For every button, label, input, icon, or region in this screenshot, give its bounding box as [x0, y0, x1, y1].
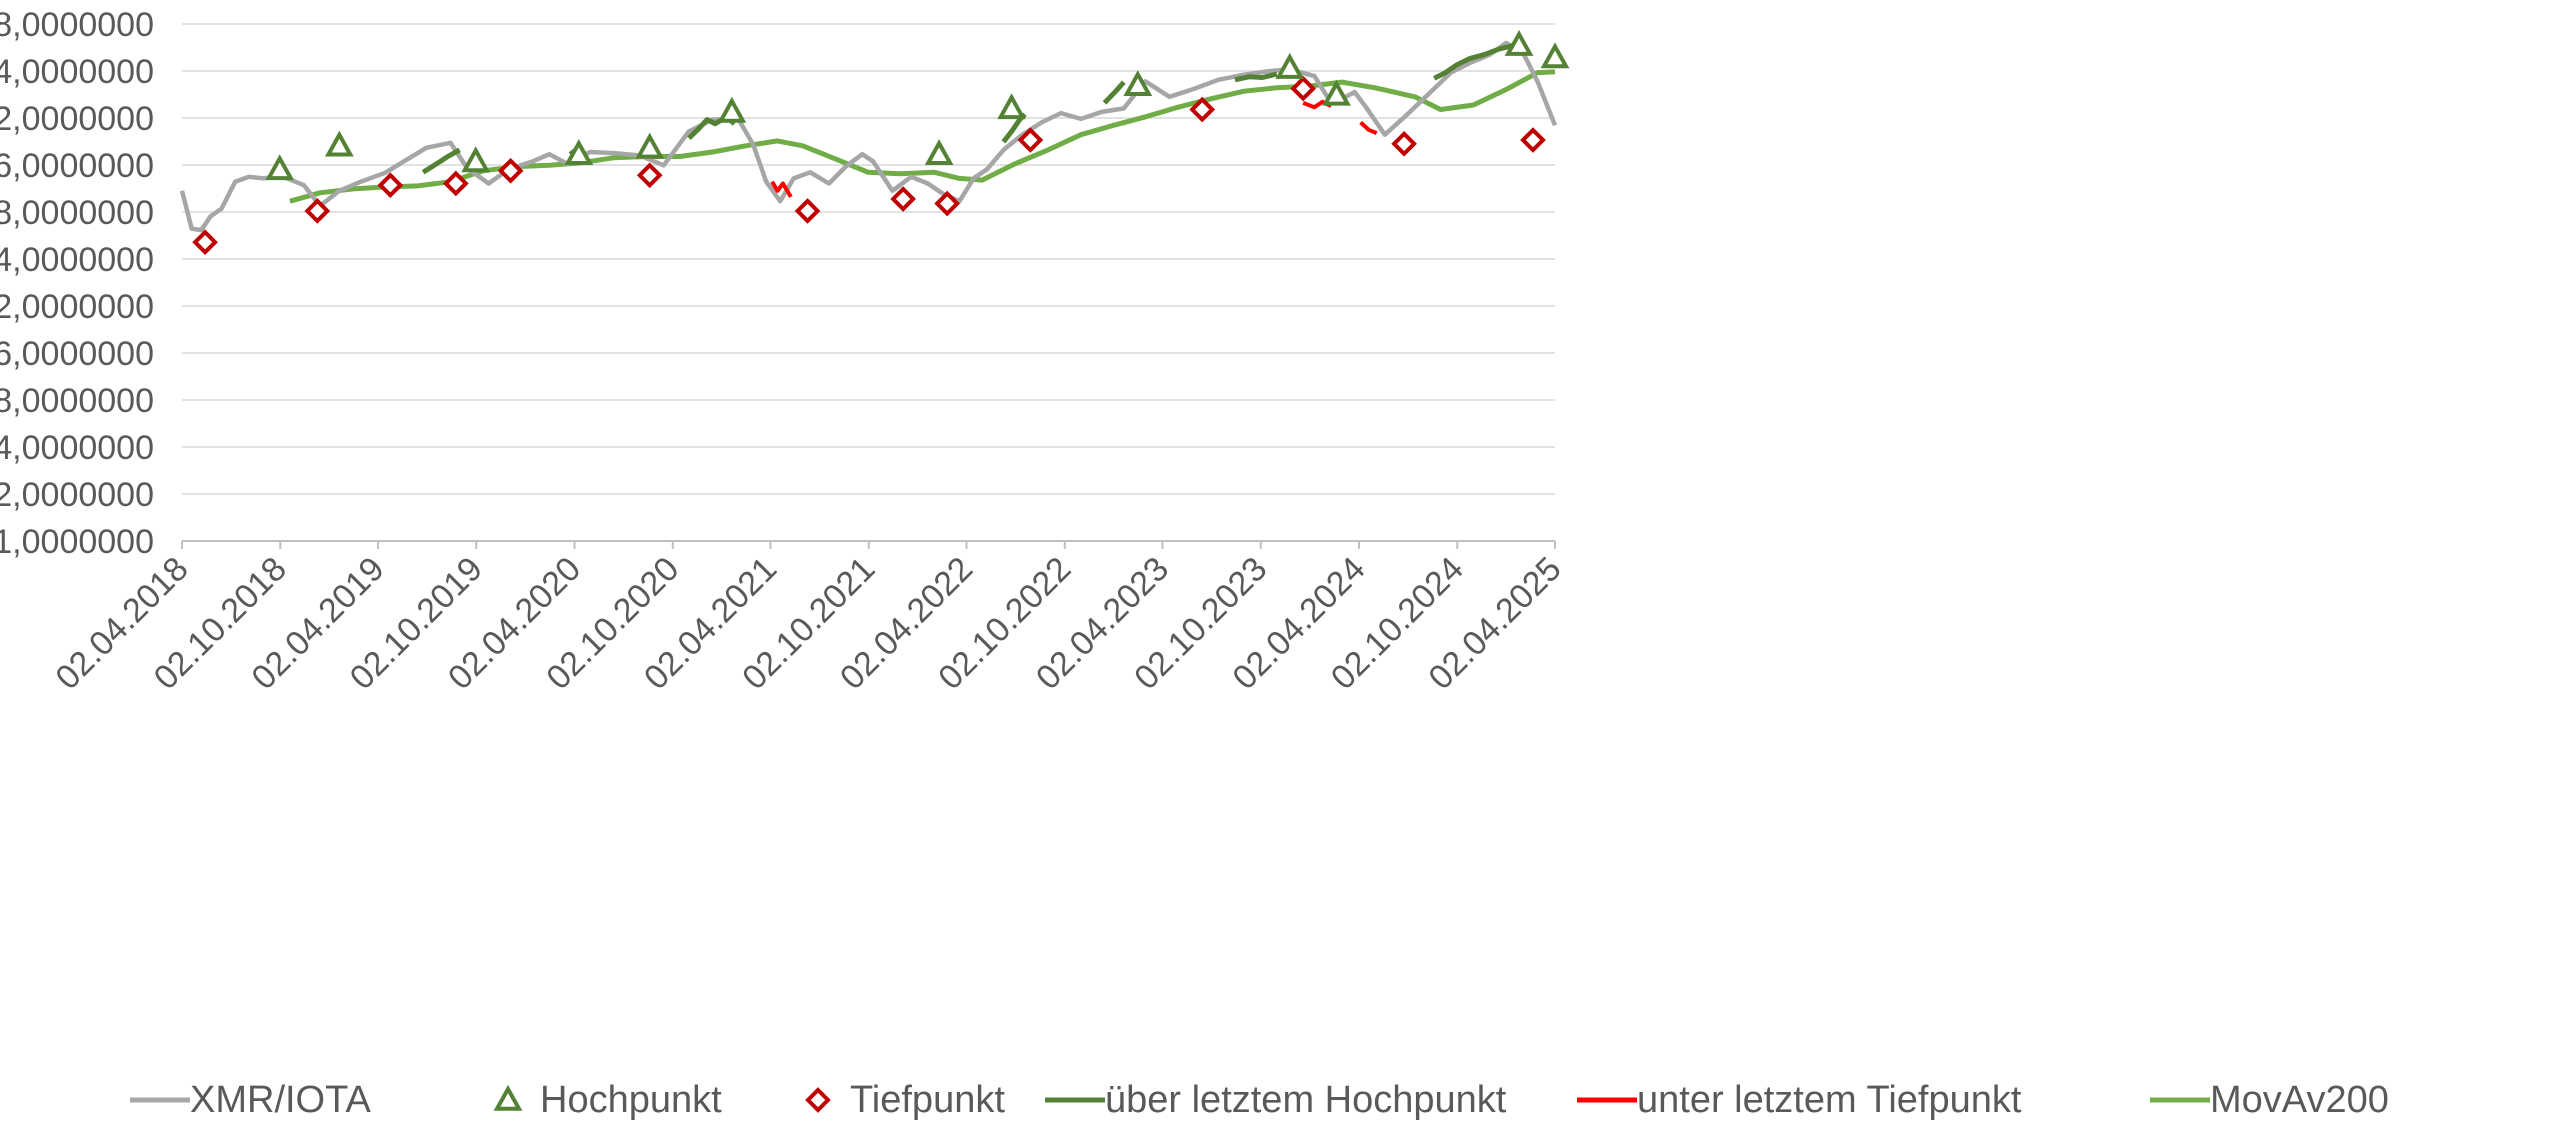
y-tick-label: 1.024,0000000: [0, 53, 154, 91]
hochpunkt-marker: [324, 130, 354, 157]
hochpunkt-marker: [564, 139, 594, 166]
y-tick-label: 2.048,0000000: [0, 6, 154, 44]
tiefpunkt-marker: [497, 157, 524, 184]
legend-movav200-label: MovAv200: [2210, 1079, 2389, 1121]
tiefpunkt-marker: [1391, 130, 1417, 157]
hochpunkt-marker: [461, 146, 491, 173]
legend-tiefpunkt-label: Tiefpunkt: [850, 1079, 1005, 1121]
tiefpunkt-marker: [934, 190, 960, 217]
hochpunkt-marker: [1322, 79, 1351, 106]
hochpunkt-marker: [717, 96, 747, 123]
tiefpunkt-marker: [1017, 127, 1044, 153]
x-axis: [181, 540, 1556, 549]
gridlines: [182, 23, 1555, 542]
y-tick-label: 1,0000000: [0, 523, 154, 561]
legend-hochpunkt-swatch: [493, 1084, 523, 1111]
tiefpunkt-marker: [636, 162, 663, 189]
legend-unter-letztem-tiefpunkt-label: unter letztem Tiefpunkt: [1637, 1079, 2022, 1121]
hochpunkt-markers: [265, 29, 1570, 181]
above-last-high-segment: [1433, 42, 1517, 81]
hochpunkt-marker: [1540, 42, 1570, 69]
above-last-high-segment: [421, 147, 461, 175]
hochpunkt-marker: [1275, 52, 1305, 79]
legend-xmr-iota-label: XMR/IOTA: [190, 1079, 372, 1121]
hochpunkt-marker: [1504, 29, 1534, 56]
hochpunkt-marker: [265, 154, 295, 181]
above-last-high-segment: [1234, 71, 1278, 83]
y-axis-ticks: 1,0000000 2,0000000 4,0000000 8,0000000 16,0…: [0, 6, 154, 561]
legend: XMR/IOTA Hochpunkt Tiefpunkt über letztem H…: [130, 1079, 2389, 1121]
tiefpunkt-marker: [192, 229, 218, 256]
tiefpunkt-marker: [890, 186, 916, 212]
hochpunkt-marker: [635, 132, 665, 159]
y-tick-label: 2,0000000: [0, 476, 154, 514]
legend-hochpunkt-label: Hochpunkt: [540, 1079, 722, 1121]
y-tick-label: 512,0000000: [0, 100, 154, 138]
above-last-high-segment: [1102, 80, 1126, 105]
y-tick-label: 4,0000000: [0, 429, 154, 467]
tiefpunkt-markers: [192, 75, 1546, 256]
below-last-low-segment: [770, 180, 793, 198]
legend-tiefpunkt-swatch: [805, 1087, 831, 1113]
y-tick-label: 16,0000000: [0, 335, 154, 373]
hochpunkt-marker: [1123, 70, 1153, 97]
hochpunkt-marker: [997, 93, 1026, 120]
y-tick-label: 8,0000000: [0, 382, 154, 420]
tiefpunkt-marker: [304, 198, 331, 224]
tiefpunkt-marker: [1520, 127, 1546, 153]
tiefpunkt-marker: [1290, 75, 1316, 102]
tiefpunkt-marker: [1189, 96, 1216, 123]
legend-ueber-letztem-hochpunkt-label: über letztem Hochpunkt: [1105, 1079, 1507, 1121]
x-axis-ticks: 02.04.201802.10.201802.04.201902.10.2019…: [48, 550, 1568, 697]
tiefpunkt-marker: [377, 172, 404, 199]
y-tick-label: 256,0000000: [0, 147, 154, 185]
y-tick-label: 64,0000000: [0, 241, 154, 279]
below-last-low-segment: [1359, 120, 1378, 135]
y-tick-label: 128,0000000: [0, 194, 154, 232]
y-tick-label: 32,0000000: [0, 288, 154, 326]
tiefpunkt-marker: [794, 198, 821, 224]
hochpunkt-marker: [924, 139, 954, 166]
tiefpunkt-marker: [443, 170, 469, 197]
